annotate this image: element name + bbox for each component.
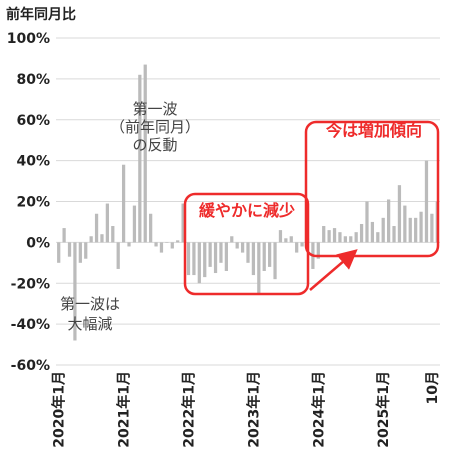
bar [376, 232, 380, 243]
bar [322, 226, 326, 243]
bar [386, 199, 391, 243]
bar [235, 242, 239, 249]
bar [262, 242, 266, 271]
bar [430, 213, 434, 243]
bar [273, 242, 277, 280]
bar [203, 242, 207, 278]
bar [67, 242, 72, 257]
bar [381, 217, 385, 243]
bar [94, 213, 99, 243]
bar [414, 217, 418, 243]
bar [284, 238, 288, 243]
bar [170, 242, 174, 249]
bar [181, 203, 185, 243]
y-tick-labels: 100% 80% 60% 40% 20% 0% -20% -40% -60% [7, 31, 50, 374]
bar [354, 232, 358, 243]
bar [213, 242, 218, 274]
y-tick-label: 0% [26, 235, 50, 251]
bar [127, 242, 131, 247]
trend-arrow [309, 249, 358, 291]
bar [316, 242, 320, 259]
x-tick-label: 2021年1月 [116, 371, 133, 448]
y-tick-label: 20% [16, 195, 50, 211]
bar [224, 242, 228, 271]
gridlines [56, 37, 440, 366]
bar [343, 236, 347, 243]
x-tick-label: 2022年1月 [181, 371, 198, 448]
decline-highlight-box [183, 192, 310, 296]
bar [419, 211, 423, 243]
x-tick-label: 2023年1月 [245, 371, 262, 448]
y-tick-label: 60% [16, 113, 50, 129]
bar [219, 242, 223, 263]
x-tick-label: 2025年1月 [375, 371, 392, 448]
bar-series [57, 64, 439, 341]
bar [105, 203, 110, 243]
bar [57, 242, 61, 263]
bar [251, 242, 256, 276]
y-tick-label: 40% [16, 154, 50, 170]
bar [359, 223, 364, 243]
bar [165, 242, 169, 243]
bar [408, 217, 412, 243]
bar [392, 226, 396, 243]
bar [138, 74, 142, 243]
bar [246, 242, 250, 263]
x-tick-labels: 2020年1月 2021年1月 2022年1月 2023年1月 2024年1月 2025年… [51, 371, 441, 448]
bar [149, 213, 153, 243]
x-tick-label: 2024年1月 [310, 371, 327, 448]
bar [159, 242, 164, 253]
annotation-increase: 今は増加傾向 [325, 121, 422, 140]
bar [154, 242, 158, 247]
bar [403, 205, 407, 243]
bar [89, 236, 93, 243]
y-tick-label: -60% [11, 358, 50, 374]
y-axis-title: 前年同月比 [6, 7, 76, 23]
annotation-decline: 緩やかに減少 [199, 201, 295, 220]
bar [62, 228, 66, 243]
bar [365, 201, 369, 243]
bar [84, 242, 88, 259]
bar [295, 242, 299, 253]
bar [289, 236, 293, 243]
y-tick-label: 80% [16, 72, 50, 88]
bar [192, 242, 196, 276]
bar [349, 236, 353, 243]
bar [257, 242, 261, 294]
bar [370, 221, 375, 243]
bar [143, 64, 147, 243]
increase-highlight-box [304, 120, 440, 258]
bar [278, 230, 283, 243]
x-tick-label: 2020年1月 [51, 371, 68, 448]
bar [111, 226, 115, 243]
bar [176, 240, 180, 243]
y-tick-label: 100% [7, 31, 50, 47]
bar [240, 242, 245, 253]
bar [186, 242, 191, 276]
x-tick-label: 10月 [425, 371, 441, 404]
bar [230, 236, 234, 243]
bar [268, 242, 272, 267]
annotation-rebound: 第一波（前年同月）の反動 [110, 100, 200, 154]
annotation-covid-drop: 第一波は大幅減 [60, 295, 120, 333]
bar [332, 228, 337, 243]
bar [121, 164, 126, 243]
bar [424, 160, 429, 243]
bar [132, 205, 137, 243]
bar [208, 242, 212, 267]
bar [300, 242, 304, 247]
bar [397, 185, 402, 243]
bar [78, 242, 82, 263]
y-tick-label: -20% [11, 276, 50, 292]
bar [338, 232, 342, 243]
bar [327, 230, 331, 243]
bar [197, 242, 201, 284]
bar [116, 242, 120, 269]
y-tick-label: -40% [11, 317, 50, 333]
bar [73, 242, 77, 341]
bar [100, 234, 104, 243]
